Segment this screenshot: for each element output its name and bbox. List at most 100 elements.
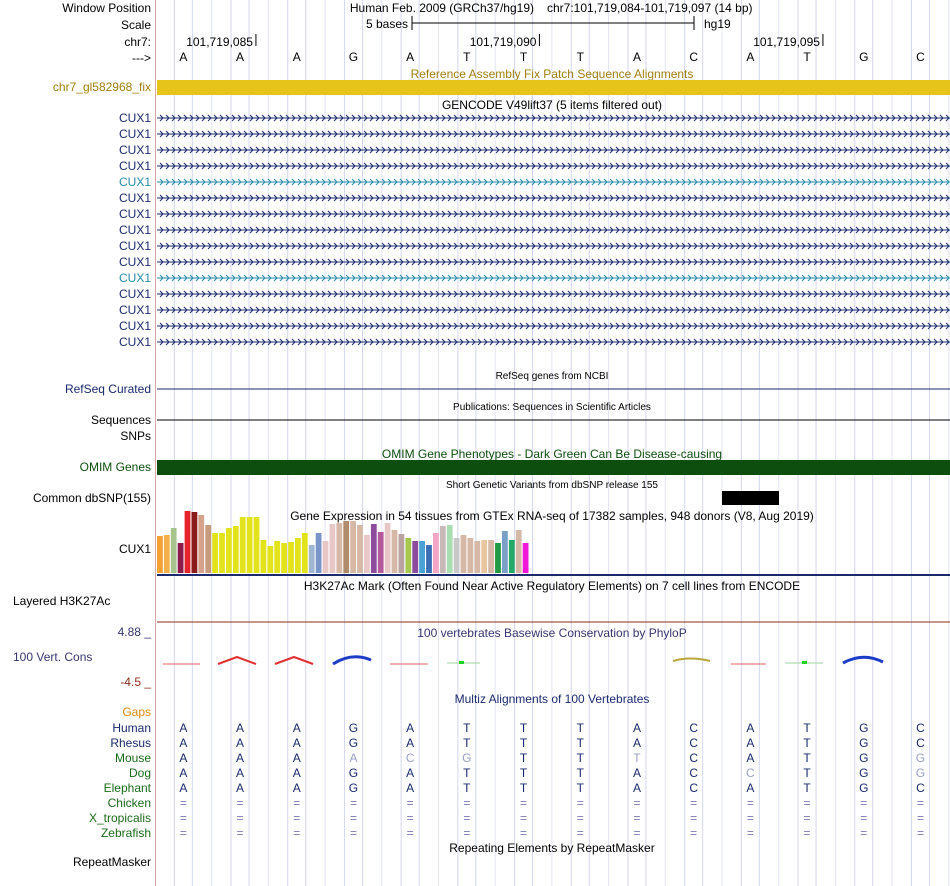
alignment-base: A: [633, 721, 641, 735]
gtex-bar[interactable]: [453, 538, 460, 573]
species-label[interactable]: Dog: [128, 766, 151, 780]
gtex-bar[interactable]: [419, 541, 425, 573]
gene-label[interactable]: CUX1: [118, 239, 151, 253]
gtex-bar[interactable]: [398, 534, 405, 573]
gtex-bar[interactable]: [184, 511, 191, 573]
gene-label[interactable]: CUX1: [118, 303, 151, 317]
gtex-bar[interactable]: [308, 545, 315, 573]
gtex-bar[interactable]: [219, 533, 225, 573]
gene-label[interactable]: CUX1: [118, 287, 151, 301]
dbsnp-label[interactable]: Common dbSNP(155): [32, 491, 151, 505]
gtex-bar[interactable]: [439, 526, 446, 573]
gtex-bar[interactable]: [267, 546, 274, 573]
species-label[interactable]: Mouse: [114, 751, 151, 765]
conservation-label[interactable]: 100 Vert. Cons: [13, 650, 93, 664]
gtex-bar[interactable]: [488, 540, 494, 573]
gene-label[interactable]: CUX1: [118, 191, 151, 205]
gtex-bar[interactable]: [426, 545, 432, 573]
alignment-base: A: [179, 781, 187, 795]
gene-label[interactable]: CUX1: [118, 127, 151, 141]
gene-label[interactable]: CUX1: [118, 319, 151, 333]
gtex-bar[interactable]: [232, 526, 239, 573]
gtex-bar[interactable]: [253, 517, 260, 573]
gtex-bar[interactable]: [495, 543, 501, 573]
gtex-bar[interactable]: [405, 538, 412, 573]
conservation-logo[interactable]: [163, 655, 884, 666]
gtex-bar[interactable]: [295, 538, 301, 573]
omim-bar[interactable]: [157, 460, 950, 475]
gtex-bar[interactable]: [508, 540, 515, 573]
gene-label[interactable]: CUX1: [118, 255, 151, 269]
gtex-bar[interactable]: [239, 517, 246, 573]
dbsnp-variant-box[interactable]: [722, 491, 779, 505]
base-letter: G: [349, 50, 358, 64]
gtex-bar[interactable]: [198, 515, 205, 573]
gene-label[interactable]: CUX1: [118, 175, 151, 189]
fix-patch-label[interactable]: chr7_gl582968_fix: [52, 80, 151, 94]
gtex-bar[interactable]: [315, 533, 322, 573]
gtex-bar[interactable]: [177, 543, 184, 573]
gtex-bar[interactable]: [191, 512, 198, 573]
gtex-bar[interactable]: [370, 524, 377, 573]
gtex-bar[interactable]: [163, 535, 170, 573]
gencode-gene-lines[interactable]: [157, 114, 950, 346]
gtex-bar[interactable]: [467, 538, 474, 573]
repeatmasker-label[interactable]: RepeatMasker: [72, 855, 151, 869]
species-label[interactable]: Zebrafish: [100, 826, 151, 840]
omim-label[interactable]: OMIM Genes: [79, 460, 151, 474]
gene-label[interactable]: CUX1: [118, 111, 151, 125]
gtex-bar[interactable]: [377, 532, 384, 573]
gtex-bar[interactable]: [274, 541, 281, 573]
gtex-bar[interactable]: [502, 531, 508, 573]
gtex-bar[interactable]: [246, 517, 253, 573]
sequences-label[interactable]: Sequences: [90, 413, 151, 427]
gtex-bar[interactable]: [522, 543, 529, 573]
gtex-bar[interactable]: [412, 541, 419, 573]
gtex-bar[interactable]: [281, 543, 287, 573]
h3k27ac-label[interactable]: Layered H3K27Ac: [13, 594, 111, 608]
gtex-bar[interactable]: [157, 536, 163, 573]
gene-label[interactable]: CUX1: [118, 271, 151, 285]
gtex-bar[interactable]: [350, 521, 356, 573]
gene-label[interactable]: CUX1: [118, 335, 151, 349]
gtex-gene-label[interactable]: CUX1: [118, 542, 151, 556]
species-label[interactable]: Elephant: [103, 781, 151, 795]
gtex-bar[interactable]: [481, 540, 488, 573]
gtex-bar[interactable]: [384, 523, 391, 573]
gtex-bar[interactable]: [364, 535, 370, 573]
gene-label[interactable]: CUX1: [118, 207, 151, 221]
species-label[interactable]: Human: [112, 721, 151, 735]
species-label[interactable]: Chicken: [107, 796, 151, 810]
gtex-bar[interactable]: [301, 533, 308, 573]
gtex-bar[interactable]: [260, 540, 267, 573]
refseq-label[interactable]: RefSeq Curated: [64, 382, 151, 396]
gtex-bar[interactable]: [357, 525, 363, 573]
strand-arrows: [159, 194, 950, 202]
gtex-bar[interactable]: [205, 525, 212, 573]
gtex-bar[interactable]: [515, 530, 522, 573]
gtex-bar[interactable]: [329, 524, 336, 573]
gtex-bar[interactable]: [212, 533, 218, 573]
multiz-alignment-rows[interactable]: A A A G A T T T A C A T G CA A A G A T T T A C A T G CA A A A C G T T T C A T…: [179, 721, 925, 840]
species-label[interactable]: Rhesus: [110, 736, 151, 750]
gtex-bar[interactable]: [460, 535, 467, 573]
gene-label[interactable]: CUX1: [118, 223, 151, 237]
gtex-bar[interactable]: [446, 525, 453, 573]
fix-patch-bar[interactable]: [157, 80, 950, 95]
gaps-label[interactable]: Gaps: [122, 705, 151, 719]
gtex-bar[interactable]: [170, 528, 177, 573]
gtex-bar[interactable]: [391, 530, 398, 573]
gtex-bar[interactable]: [336, 523, 343, 573]
gtex-bar-chart[interactable]: [157, 511, 529, 573]
gtex-bar[interactable]: [343, 521, 350, 573]
gtex-bar[interactable]: [226, 528, 232, 573]
gtex-bar[interactable]: [433, 533, 439, 573]
gtex-bar[interactable]: [474, 541, 481, 573]
gene-label[interactable]: CUX1: [118, 159, 151, 173]
gtex-bar[interactable]: [322, 541, 329, 573]
snps-label[interactable]: SNPs: [120, 429, 151, 443]
gene-label[interactable]: CUX1: [118, 143, 151, 157]
gtex-bar[interactable]: [288, 542, 294, 573]
species-label[interactable]: X_tropicalis: [88, 811, 151, 825]
